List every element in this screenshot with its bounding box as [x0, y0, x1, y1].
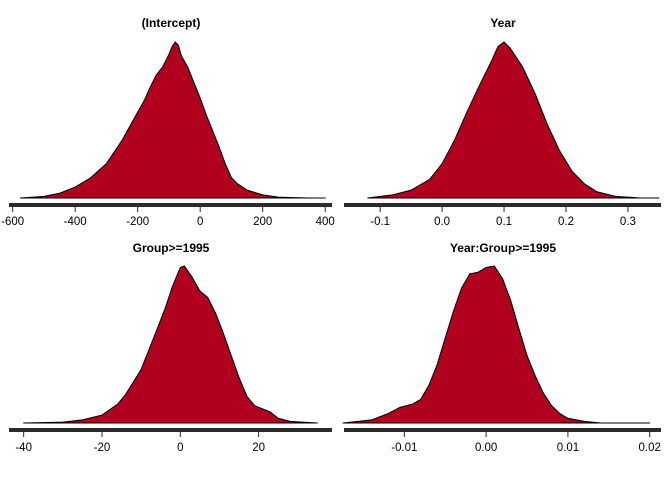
- x-tick-label: 0: [177, 442, 183, 454]
- x-tick-label: 0.2: [558, 216, 574, 228]
- x-tick-label: 0.0: [434, 216, 450, 228]
- panel-year-group: Year:Group>=1995 -0.01 0.00 0.01 0.02: [342, 241, 661, 454]
- x-tick-label: -0.01: [391, 442, 417, 454]
- density-area: [23, 265, 318, 424]
- x-tick-label: 0: [197, 216, 203, 228]
- x-tick-label: -200: [126, 216, 149, 228]
- panel-year: Year -0.1 0.0 0.1 0.2 0.3: [344, 16, 661, 228]
- x-tick-label: 200: [253, 216, 272, 228]
- x-tick-label: 0.00: [475, 442, 497, 454]
- x-tick-label: 0.01: [557, 442, 579, 454]
- x-tick-label: -0.1: [370, 216, 390, 228]
- x-tick-label: -20: [94, 442, 111, 454]
- density-area: [342, 265, 651, 424]
- panel-title: (Intercept): [142, 16, 201, 30]
- x-tick-label: -40: [15, 442, 32, 454]
- x-tick-label: -600: [1, 216, 24, 228]
- panel-title: Group>=1995: [133, 241, 210, 255]
- density-area: [19, 41, 326, 199]
- x-tick-label: 400: [316, 216, 335, 228]
- panel-title: Year: [490, 16, 516, 30]
- x-tick-label: -400: [64, 216, 87, 228]
- panel-intercept: (Intercept) -600 -400 -200 0 200 400: [1, 16, 335, 228]
- density-area: [367, 41, 660, 199]
- panel-title: Year:Group>=1995: [450, 241, 556, 255]
- x-tick-label: 20: [252, 442, 265, 454]
- x-tick-label: 0.1: [496, 216, 512, 228]
- x-tick-label: 0.02: [639, 442, 661, 454]
- x-tick-label: 0.3: [620, 216, 636, 228]
- panel-group: Group>=1995 -40 -20 0 20: [9, 241, 332, 454]
